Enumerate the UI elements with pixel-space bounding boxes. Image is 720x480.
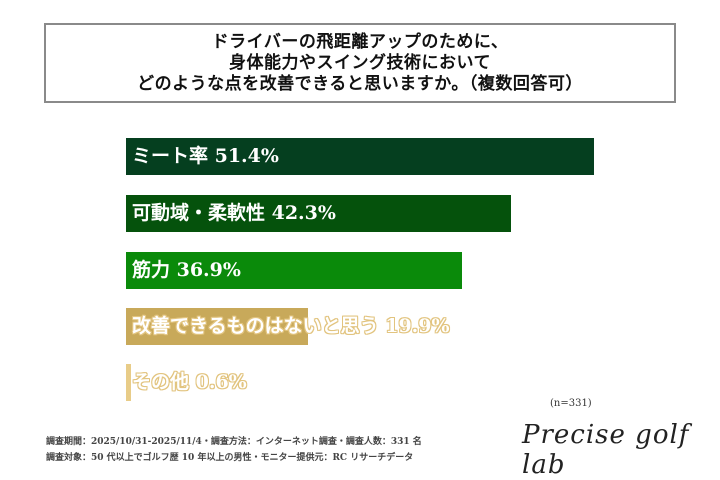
survey-target-note: 調査対象：50 代以上でゴルフ歴 10 年以上の男性・モニター提供元：RC リサ…	[46, 453, 414, 463]
chart-title-box: ドライバーの飛距離アップのために、 身体能力やスイング技術において どのような点…	[44, 23, 676, 103]
title-line-2: 身体能力やスイング技術において	[229, 52, 491, 73]
bar-label-2: 筋力 36.9%	[132, 259, 241, 281]
bar-3	[126, 308, 308, 345]
bar-2	[126, 252, 462, 289]
brand-logo: Precise golf lab	[522, 420, 690, 480]
bar-label-0: ミート率 51.4%	[132, 145, 279, 167]
bar-0	[126, 138, 594, 175]
sample-size-label: (n=331)	[550, 398, 592, 409]
title-line-1: ドライバーの飛距離アップのために、	[211, 31, 509, 52]
bar-label-1: 可動域・柔軟性 42.3%	[132, 202, 336, 224]
bar-label-3: 改善できるものはないと思う 19.9%	[132, 315, 450, 337]
bar-4	[126, 364, 131, 401]
survey-period-note: 調査期間：2025/10/31-2025/11/4・調査方法：インターネット調査…	[46, 437, 422, 447]
title-line-3: どのような点を改善できると思いますか。（複数回答可）	[137, 73, 583, 94]
bar-label-4: その他 0.6%	[132, 371, 247, 393]
bar-1	[126, 195, 511, 232]
